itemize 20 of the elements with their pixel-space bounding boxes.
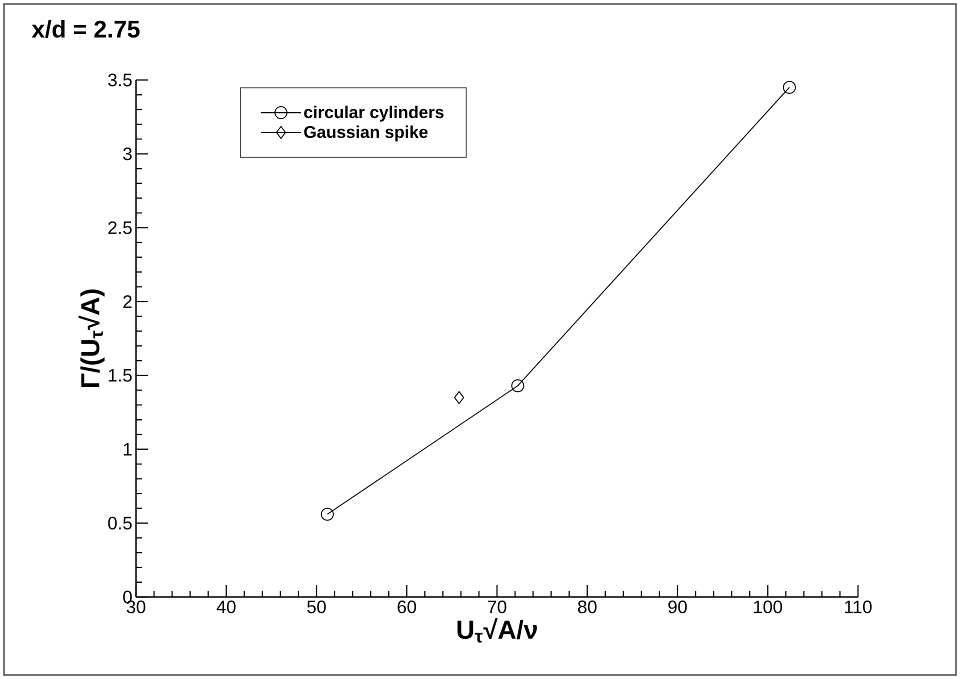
chart-title: x/d = 2.75 xyxy=(32,20,140,38)
x-tick-label: 70 xyxy=(488,600,506,614)
x-tick-label: 110 xyxy=(845,600,872,614)
y-tick-label: 1 xyxy=(124,443,132,456)
y-tick-label: 2 xyxy=(123,295,132,308)
x-tick-label: 40 xyxy=(216,600,236,614)
y-tick-label: 2.5 xyxy=(108,221,132,234)
y-tick-label: 1.5 xyxy=(108,369,132,382)
x-axis-title: U$_{τ}$√A/ν xyxy=(458,618,537,643)
x-tick-label: 100 xyxy=(754,600,782,614)
y-tick-label: 3 xyxy=(123,147,132,160)
x-tick-label: 50 xyxy=(307,600,326,614)
y-tick-label: 3.5 xyxy=(108,74,132,86)
x-tick-label: 90 xyxy=(668,600,687,614)
y-tick-label: 0.5 xyxy=(108,516,132,530)
x-tick-label: 80 xyxy=(578,600,597,614)
legend-label: circular cylinders xyxy=(304,106,444,122)
x-tick-label: 60 xyxy=(398,600,416,614)
y-axis-title: Γ/(U$_{τ}$√A) xyxy=(78,289,105,388)
legend-label: Gaussian spike xyxy=(304,126,428,142)
